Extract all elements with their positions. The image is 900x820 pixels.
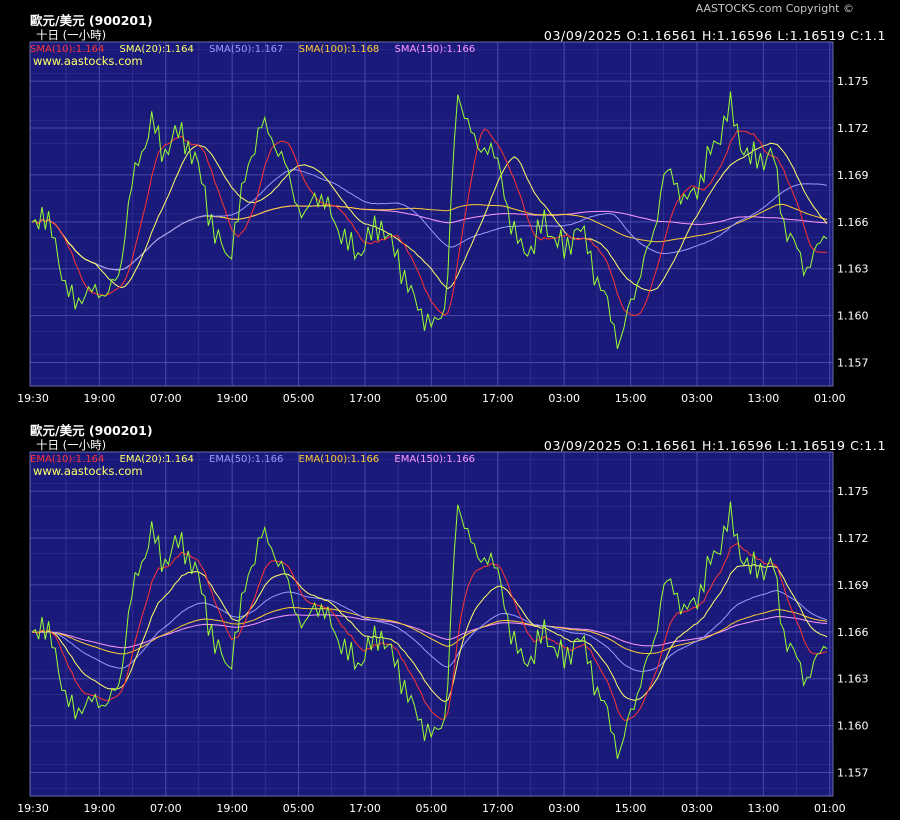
ema-10-line	[31, 542, 828, 721]
x-tick-label: 05:00	[283, 392, 315, 405]
y-tick-label: 1.175	[837, 75, 869, 88]
ema-chart-canvas[interactable]: 19:30 19:00 07:00 19:00 05:00 17:00 05:00 17:00…	[0, 410, 900, 820]
y-tick-label: 1.169	[837, 169, 869, 182]
legend-item-ma100: EMA(100):1.166	[298, 454, 380, 465]
y-tick-label: 1.163	[837, 673, 869, 686]
sma-10-line	[31, 128, 827, 317]
plot-frame	[29, 41, 834, 387]
x-tick-label: 17:00	[349, 392, 381, 405]
legend-item-ma20: EMA(20):1.164	[119, 454, 194, 465]
x-tick-label: 19:30	[17, 802, 49, 815]
ema-50-line	[31, 589, 828, 672]
legend-item-ma20: SMA(20):1.164	[119, 44, 194, 55]
ma-legend: SMA(10):1.164 SMA(20):1.164 SMA(50):1.16…	[30, 43, 487, 56]
high-value: H:1.16596	[702, 28, 773, 43]
low-value: L:1.16519	[777, 28, 846, 43]
y-tick-label: 1.166	[837, 626, 869, 639]
y-tick-label: 1.157	[837, 357, 869, 370]
ema-20-line	[31, 564, 828, 703]
legend-item-ma10: EMA(10):1.164	[30, 454, 105, 465]
sma-50-line	[31, 169, 828, 271]
open-value: O:1.16561	[626, 28, 698, 43]
x-tick-label: 05:00	[416, 392, 448, 405]
x-tick-label: 19:00	[216, 802, 248, 815]
ema-150-line	[32, 614, 828, 649]
x-tick-label: 19:00	[84, 392, 116, 405]
chart-title: 歐元/美元 (900201)	[30, 13, 153, 28]
x-tick-label: 19:00	[216, 392, 248, 405]
copyright-text: AASTOCKS.com Copyright ©	[695, 2, 854, 15]
x-tick-label: 03:00	[681, 392, 713, 405]
low-value: L:1.16519	[777, 438, 846, 453]
y-tick-label: 1.157	[837, 767, 869, 780]
ema-chart-panel: 19:30 19:00 07:00 19:00 05:00 17:00 05:00 17:00…	[0, 410, 900, 820]
plot-frame	[29, 451, 834, 797]
y-tick-label: 1.163	[837, 263, 869, 276]
y-tick-label: 1.169	[837, 579, 869, 592]
date-label: 03/09/2025	[543, 438, 622, 453]
x-tick-label: 15:00	[615, 392, 647, 405]
x-tick-label: 13:00	[748, 392, 780, 405]
y-tick-label: 1.172	[837, 532, 869, 545]
legend-item-ma50: EMA(50):1.166	[209, 454, 284, 465]
close-value: C:1.1	[850, 28, 886, 43]
ma-legend: EMA(10):1.164 EMA(20):1.164 EMA(50):1.16…	[30, 453, 487, 466]
ema-100-line	[32, 606, 828, 655]
ohlc-readout: 03/09/2025 O:1.16561 H:1.16596 L:1.16519…	[544, 439, 886, 452]
x-tick-label: 01:00	[814, 802, 846, 815]
x-tick-label: 17:00	[349, 802, 381, 815]
x-tick-label: 19:30	[17, 392, 49, 405]
chart-subtitle: 十日 (一小時)	[36, 438, 107, 452]
x-tick-label: 03:00	[681, 802, 713, 815]
source-url: www.aastocks.com	[33, 54, 143, 68]
x-tick-label: 01:00	[814, 392, 846, 405]
y-tick-label: 1.160	[837, 310, 869, 323]
y-tick-label: 1.160	[837, 720, 869, 733]
x-tick-label: 03:00	[548, 802, 580, 815]
sma-chart-canvas[interactable]: 19:30 19:00 07:00 19:00 05:00 17:00 05:00 17:00…	[0, 0, 900, 410]
legend-item-ma150: SMA(150):1.166	[394, 44, 476, 55]
x-tick-label: 17:00	[482, 392, 514, 405]
x-tick-label: 19:00	[84, 802, 116, 815]
legend-item-ma150: EMA(150):1.166	[394, 454, 476, 465]
x-tick-label: 05:00	[416, 802, 448, 815]
sma-20-line	[31, 142, 828, 292]
x-tick-label: 07:00	[150, 802, 182, 815]
chart-subtitle: 十日 (一小時)	[36, 28, 107, 42]
x-tick-label: 05:00	[283, 802, 315, 815]
x-tick-label: 07:00	[150, 392, 182, 405]
sma-chart-panel: 19:30 19:00 07:00 19:00 05:00 17:00 05:00 17:00…	[0, 0, 900, 410]
price-line	[31, 501, 828, 759]
source-url: www.aastocks.com	[33, 464, 143, 478]
ohlc-readout: 03/09/2025 O:1.16561 H:1.16596 L:1.16519…	[544, 29, 886, 42]
legend-item-ma10: SMA(10):1.164	[30, 44, 105, 55]
x-tick-label: 15:00	[615, 802, 647, 815]
y-tick-label: 1.172	[837, 122, 869, 135]
x-tick-label: 03:00	[548, 392, 580, 405]
legend-item-ma100: SMA(100):1.168	[298, 44, 380, 55]
close-value: C:1.1	[850, 438, 886, 453]
x-tick-label: 17:00	[482, 802, 514, 815]
date-label: 03/09/2025	[543, 28, 622, 43]
legend-item-ma50: SMA(50):1.167	[209, 44, 284, 55]
price-line	[31, 91, 828, 349]
y-tick-label: 1.166	[837, 216, 869, 229]
high-value: H:1.16596	[702, 438, 773, 453]
x-tick-label: 13:00	[748, 802, 780, 815]
y-tick-label: 1.175	[837, 485, 869, 498]
chart-title: 歐元/美元 (900201)	[30, 423, 153, 438]
open-value: O:1.16561	[626, 438, 698, 453]
